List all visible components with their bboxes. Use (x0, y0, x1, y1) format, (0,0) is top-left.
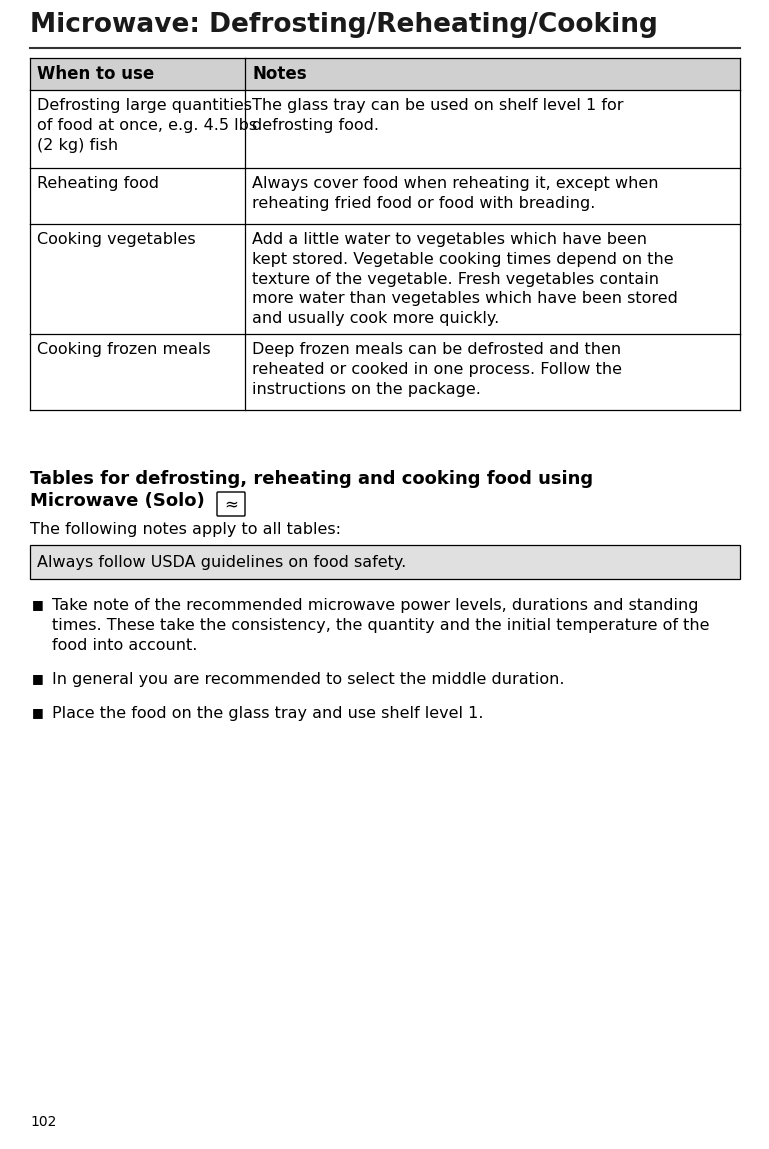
Text: In general you are recommended to select the middle duration.: In general you are recommended to select… (52, 672, 564, 687)
Text: Always follow USDA guidelines on food safety.: Always follow USDA guidelines on food sa… (37, 555, 406, 570)
Text: 102: 102 (30, 1115, 56, 1129)
Text: Cooking frozen meals: Cooking frozen meals (37, 342, 211, 357)
Text: Microwave (Solo): Microwave (Solo) (30, 492, 205, 510)
Text: Add a little water to vegetables which have been
kept stored. Vegetable cooking : Add a little water to vegetables which h… (252, 232, 678, 326)
Text: Always cover food when reheating it, except when
reheating fried food or food wi: Always cover food when reheating it, exc… (252, 176, 658, 210)
FancyBboxPatch shape (217, 492, 245, 516)
Text: Defrosting large quantities
of food at once, e.g. 4.5 lbs
(2 kg) fish: Defrosting large quantities of food at o… (37, 98, 257, 153)
Text: The following notes apply to all tables:: The following notes apply to all tables: (30, 522, 341, 537)
Text: Tables for defrosting, reheating and cooking food using: Tables for defrosting, reheating and coo… (30, 470, 593, 488)
Text: ■: ■ (32, 672, 44, 685)
Text: Place the food on the glass tray and use shelf level 1.: Place the food on the glass tray and use… (52, 705, 484, 722)
Text: When to use: When to use (37, 65, 155, 83)
Text: The glass tray can be used on shelf level 1 for
defrosting food.: The glass tray can be used on shelf leve… (252, 98, 624, 133)
Text: ■: ■ (32, 705, 44, 719)
Text: times. These take the consistency, the quantity and the initial temperature of t: times. These take the consistency, the q… (52, 618, 710, 633)
Text: Notes: Notes (252, 65, 307, 83)
Text: Microwave: Defrosting/Reheating/Cooking: Microwave: Defrosting/Reheating/Cooking (30, 11, 657, 38)
Text: ≈: ≈ (224, 495, 238, 512)
Text: food into account.: food into account. (52, 638, 198, 653)
Text: Take note of the recommended microwave power levels, durations and standing: Take note of the recommended microwave p… (52, 597, 698, 614)
Bar (30, 545, 740, 579)
Text: Deep frozen meals can be defrosted and then
reheated or cooked in one process. F: Deep frozen meals can be defrosted and t… (252, 342, 622, 396)
Text: Reheating food: Reheating food (37, 176, 159, 191)
Bar (30, 57, 740, 90)
Text: ■: ■ (32, 597, 44, 611)
Text: Cooking vegetables: Cooking vegetables (37, 232, 195, 247)
